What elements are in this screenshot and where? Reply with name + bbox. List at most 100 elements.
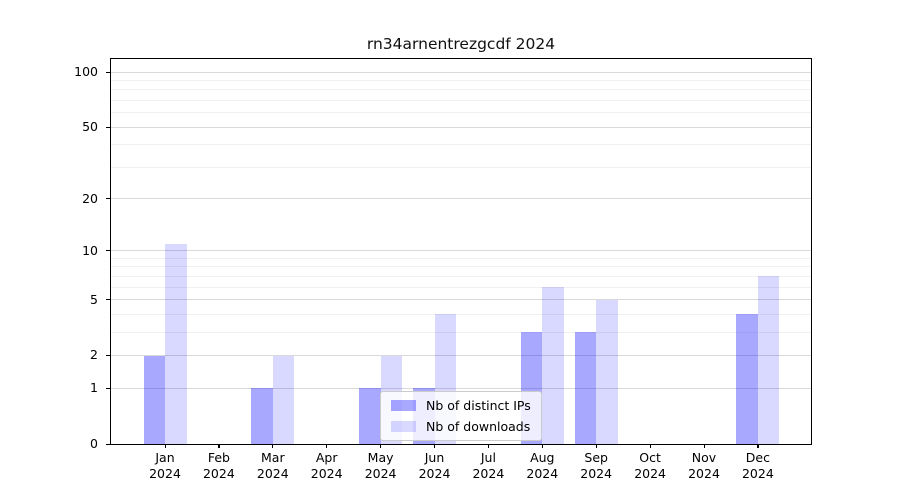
- x-tick-label-jan: Jan 2024: [125, 450, 205, 482]
- gridline-100: [111, 71, 811, 73]
- legend-label-1: Nb of downloads: [426, 419, 531, 434]
- x-tick-year: 2024: [310, 466, 343, 481]
- y-tick-mark-0: [106, 443, 110, 445]
- x-tick-label-oct: Oct 2024: [610, 450, 690, 482]
- y-tick-mark-2: [106, 354, 110, 357]
- x-tick-label-sep: Sep 2024: [556, 450, 636, 482]
- y-tick-mark-50: [106, 126, 110, 128]
- y-tick-mark-100: [106, 71, 110, 73]
- x-tick-year: 2024: [149, 466, 181, 481]
- x-tick-mark-aug: [541, 444, 543, 448]
- x-tick-month: Dec: [745, 450, 770, 465]
- x-tick-mark-may: [380, 444, 382, 448]
- x-tick-month: Jul: [480, 450, 496, 465]
- x-tick-label-nov: Nov 2024: [664, 450, 744, 482]
- gridline-20: [111, 198, 811, 200]
- x-tick-month: Nov: [691, 450, 717, 465]
- x-tick-mark-apr: [326, 444, 328, 448]
- gridline-3: [111, 331, 811, 333]
- bar-sep-distinct-ips: [574, 332, 597, 444]
- bar-mar-downloads: [272, 355, 295, 444]
- x-tick-year: 2024: [741, 466, 774, 481]
- plot-area: Nb of distinct IPs Nb of downloads: [110, 58, 812, 445]
- x-tick-mark-jan: [164, 444, 166, 448]
- x-tick-label-apr: Apr 2024: [287, 450, 367, 482]
- y-tick-label-20: 20: [82, 190, 98, 206]
- y-tick-label-5: 5: [90, 291, 98, 307]
- x-axis-ticks: [111, 444, 811, 450]
- y-tick-mark-5: [106, 299, 110, 301]
- x-tick-label-mar: Mar 2024: [233, 450, 313, 482]
- gridline-2: [111, 354, 811, 356]
- x-tick-month: Mar: [261, 450, 285, 465]
- x-tick-mark-nov: [703, 444, 705, 448]
- x-tick-mark-mar: [272, 444, 274, 448]
- x-tick-mark-sep: [595, 444, 597, 448]
- x-tick-mark-oct: [649, 444, 651, 448]
- bar-may-distinct-ips: [359, 388, 381, 444]
- legend-item-distinct-ips: Nb of distinct IPs: [391, 398, 531, 413]
- x-tick-year: 2024: [202, 466, 235, 481]
- gridline-7: [111, 275, 811, 277]
- x-tick-mark-feb: [218, 444, 220, 448]
- x-tick-mark-jul: [487, 444, 490, 448]
- x-tick-month: Oct: [639, 450, 661, 465]
- x-tick-year: 2024: [472, 466, 505, 481]
- legend-swatch-0: [391, 400, 416, 411]
- gridline-9: [111, 257, 811, 259]
- x-tick-year: 2024: [256, 466, 289, 481]
- x-tick-year: 2024: [634, 466, 666, 481]
- gridline-80: [111, 89, 811, 91]
- y-tick-label-100: 100: [74, 64, 98, 80]
- gridline-60: [111, 112, 811, 114]
- x-tick-month: Apr: [315, 450, 338, 465]
- gridline-40: [111, 144, 811, 146]
- y-tick-mark-20: [106, 198, 110, 200]
- x-tick-label-aug: Aug 2024: [502, 450, 582, 482]
- x-tick-year: 2024: [526, 466, 559, 481]
- x-axis: Jan 2024 Feb 2024 Mar 2024 Apr 2024 May 2024 Jun 20…: [111, 450, 811, 490]
- x-tick-label-jun: Jun 2024: [395, 450, 475, 482]
- y-tick-mark-1: [106, 387, 110, 389]
- x-tick-month: Aug: [530, 450, 555, 465]
- gridline-70: [111, 99, 811, 101]
- x-tick-mark-jun: [434, 444, 436, 448]
- x-tick-year: 2024: [418, 466, 451, 481]
- x-tick-month: Sep: [584, 450, 608, 465]
- gridline-50: [111, 126, 811, 128]
- x-tick-month: Jan: [155, 450, 175, 465]
- legend-item-downloads: Nb of downloads: [391, 419, 531, 434]
- y-tick-label-50: 50: [82, 119, 98, 135]
- gridline-1: [111, 387, 811, 389]
- y-tick-label-10: 10: [82, 242, 98, 258]
- legend-swatch-1: [391, 421, 416, 432]
- chart-title: rn34arnentrezgcdf 2024: [366, 35, 556, 53]
- bar-jan-downloads: [165, 243, 187, 444]
- gridline-30: [111, 166, 811, 168]
- x-tick-label-feb: Feb 2024: [179, 450, 259, 482]
- gridline-4: [111, 313, 811, 315]
- x-tick-year: 2024: [364, 466, 397, 481]
- bar-jan-distinct-ips: [143, 355, 165, 444]
- x-tick-month: Feb: [207, 450, 230, 465]
- x-tick-label-jul: Jul 2024: [448, 450, 528, 482]
- gridline-8: [111, 266, 811, 268]
- x-tick-mark-dec: [757, 444, 759, 448]
- bar-dec-distinct-ips: [736, 314, 758, 444]
- x-tick-label-may: May 2024: [341, 450, 421, 482]
- gridline-5: [111, 299, 811, 301]
- gridline-10: [111, 250, 811, 252]
- bar-dec-downloads: [757, 276, 780, 444]
- bar-aug-downloads: [542, 287, 564, 444]
- bar-sep-downloads: [596, 299, 618, 444]
- x-tick-month: Jun: [424, 450, 445, 465]
- legend: Nb of distinct IPs Nb of downloads: [380, 391, 542, 441]
- y-tick-label-0: 0: [90, 436, 98, 451]
- y-tick-mark-10: [106, 250, 110, 252]
- y-tick-label-2: 2: [90, 347, 98, 363]
- y-axis: 0 1 2 5 10 20 50 100: [0, 59, 110, 451]
- x-tick-month: May: [367, 450, 394, 465]
- legend-label-0: Nb of distinct IPs: [426, 398, 531, 413]
- bar-mar-distinct-ips: [251, 388, 273, 444]
